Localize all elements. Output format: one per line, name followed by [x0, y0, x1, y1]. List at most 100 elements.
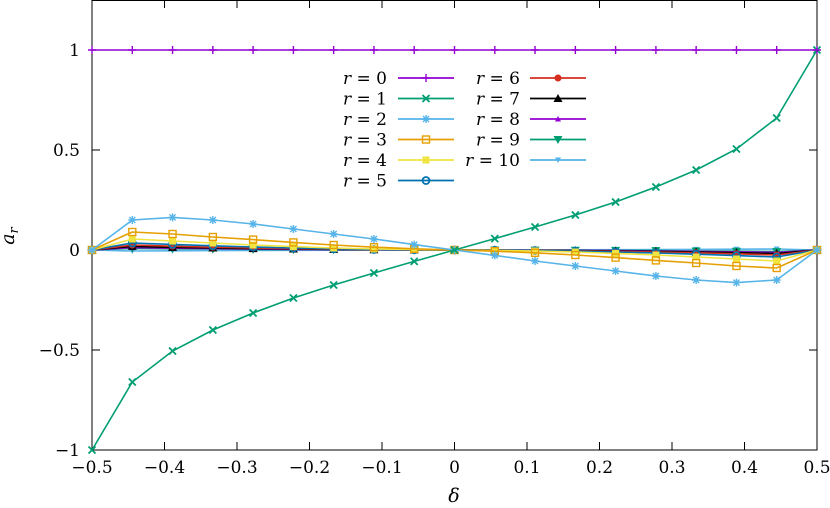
legend-r-symbol: r	[476, 90, 485, 110]
data-point	[289, 225, 298, 233]
y-tick-label: −1	[55, 441, 80, 461]
legend-label: r = 7	[476, 90, 520, 110]
legend-label: r = 3	[343, 131, 387, 151]
y-axis-title-base: a	[0, 233, 19, 244]
data-point	[611, 267, 620, 275]
legend-r-symbol: r	[343, 90, 352, 110]
data-point	[571, 250, 580, 260]
data-point	[128, 216, 137, 224]
data-point	[813, 46, 821, 54]
legend-label: r = 4	[343, 151, 387, 171]
series-layer	[87, 45, 822, 455]
legend-r-value: = 10	[473, 151, 520, 171]
data-point	[531, 257, 540, 265]
legend-r-value: = 1	[351, 90, 387, 110]
legend-label: r = 10	[465, 151, 520, 171]
y-axis-title-subscript: r	[7, 226, 22, 233]
data-point	[289, 293, 298, 303]
data-point	[209, 239, 217, 247]
legend-entry-r3: r = 3	[343, 131, 454, 151]
x-axis-title: δ	[448, 485, 459, 507]
data-point	[169, 237, 177, 245]
legend-entry-r7: r = 7	[476, 90, 586, 110]
legend-entry-r8: r = 8	[476, 110, 586, 130]
data-point	[289, 243, 297, 251]
data-point	[208, 325, 217, 335]
legend-label: r = 0	[343, 69, 387, 89]
legend-entry-r6: r = 6	[476, 69, 586, 89]
data-point	[289, 46, 298, 54]
legend-marker	[421, 135, 431, 144]
legend-r-symbol: r	[476, 69, 485, 89]
data-point	[410, 257, 419, 266]
data-point	[329, 230, 338, 238]
legend-r-value: = 9	[484, 131, 520, 151]
x-tick-label: 0	[449, 458, 460, 478]
legend-r-symbol: r	[465, 151, 474, 171]
legend-entry-r10: r = 10	[465, 151, 586, 171]
legend-r-symbol: r	[343, 69, 352, 89]
legend-marker	[555, 157, 561, 163]
x-tick-label: 0.4	[731, 458, 758, 478]
data-point	[571, 210, 580, 220]
x-tick-label: −0.5	[71, 458, 112, 478]
data-point	[732, 144, 741, 154]
data-point	[168, 213, 177, 222]
data-point	[530, 222, 540, 232]
legend-entry-r2: r = 2	[343, 110, 454, 130]
series-r0	[88, 46, 821, 54]
y-tick-label: 0	[69, 241, 80, 261]
data-point	[249, 46, 258, 54]
data-point	[692, 165, 701, 175]
data-point	[490, 234, 499, 243]
legend-r-symbol: r	[476, 131, 485, 151]
legend-marker	[553, 136, 563, 144]
data-point	[369, 242, 379, 252]
data-point	[813, 246, 821, 254]
data-point	[692, 276, 701, 284]
data-point	[168, 229, 177, 239]
legend-marker	[422, 74, 430, 82]
data-point	[450, 245, 459, 255]
legend-r-value: = 0	[351, 69, 387, 89]
y-tick-label: −0.5	[39, 341, 80, 361]
data-point	[611, 197, 620, 207]
data-point	[732, 46, 741, 54]
x-tick-label: 0.5	[803, 458, 830, 478]
legend-entry-r9: r = 9	[476, 131, 586, 151]
legend-r-value: = 5	[351, 172, 387, 192]
data-point	[611, 46, 620, 54]
data-point	[410, 240, 419, 249]
legend-marker	[422, 156, 430, 164]
data-point	[249, 241, 257, 249]
data-point	[571, 46, 580, 54]
data-point	[249, 220, 258, 228]
data-point	[772, 113, 781, 123]
legend: r = 0r = 1r = 2r = 3r = 4r = 5r = 6r = 7…	[326, 62, 588, 196]
data-point	[369, 235, 378, 243]
data-point	[531, 46, 540, 54]
legend-marker	[553, 94, 563, 102]
data-point	[652, 251, 660, 259]
data-point	[612, 249, 620, 257]
data-point	[88, 246, 96, 254]
data-point	[87, 445, 97, 455]
x-tick-label: −0.3	[216, 458, 257, 478]
legend-r-symbol: r	[343, 131, 352, 151]
data-point	[732, 261, 741, 271]
legend-r-symbol: r	[343, 151, 352, 171]
data-point	[128, 235, 136, 243]
data-point	[128, 377, 137, 387]
x-tick-label: 0.3	[658, 458, 685, 478]
data-point	[773, 257, 781, 265]
data-point	[571, 262, 580, 270]
y-tick-label: 0.5	[53, 141, 80, 161]
legend-r-symbol: r	[476, 110, 485, 130]
data-point	[208, 232, 218, 242]
data-point	[410, 46, 419, 54]
data-point	[168, 346, 177, 356]
legend-entry-r1: r = 1	[343, 90, 454, 110]
data-point	[772, 263, 781, 273]
data-point	[530, 248, 540, 258]
